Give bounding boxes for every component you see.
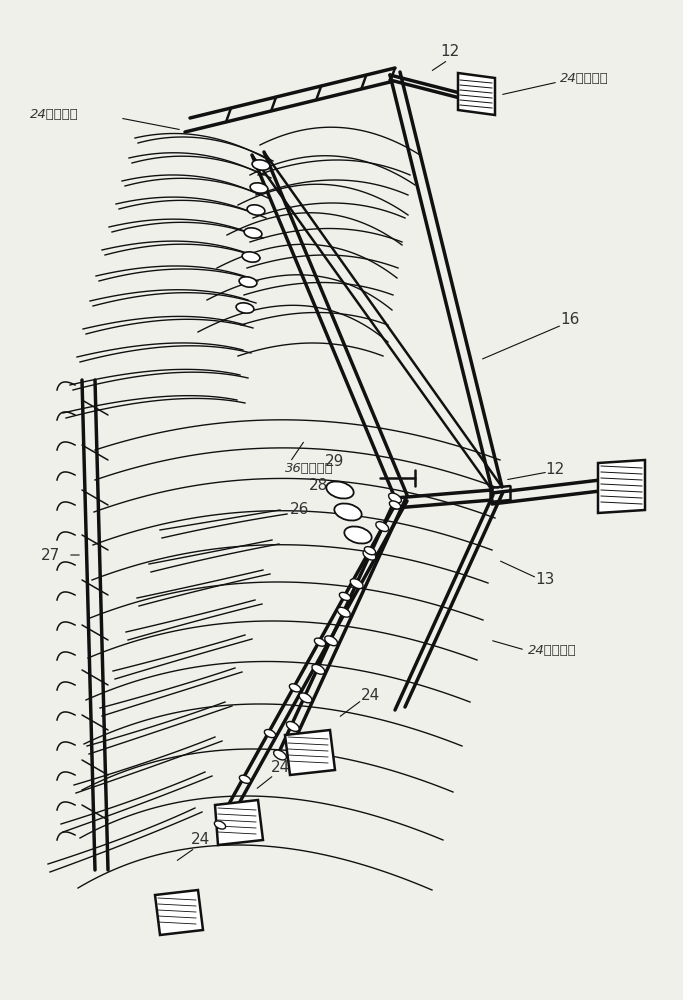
Text: 24（典型）: 24（典型） (560, 72, 609, 85)
Ellipse shape (244, 228, 262, 238)
Ellipse shape (389, 493, 402, 503)
Ellipse shape (264, 730, 276, 738)
Ellipse shape (324, 636, 337, 646)
Ellipse shape (334, 503, 362, 521)
Text: 24: 24 (270, 760, 290, 776)
Ellipse shape (247, 205, 265, 215)
Text: 36（典型）: 36（典型） (285, 462, 334, 475)
Text: 16: 16 (560, 312, 580, 328)
Text: 24（典型）: 24（典型） (30, 108, 79, 121)
Text: 24（典型）: 24（典型） (528, 644, 576, 656)
Polygon shape (598, 460, 645, 513)
Text: 26: 26 (290, 502, 309, 518)
Text: 29: 29 (325, 454, 345, 470)
Polygon shape (155, 890, 203, 935)
Ellipse shape (250, 183, 268, 193)
Ellipse shape (286, 722, 299, 731)
Ellipse shape (312, 664, 324, 674)
Ellipse shape (242, 252, 260, 262)
Ellipse shape (376, 522, 389, 531)
Text: 13: 13 (535, 572, 555, 587)
Ellipse shape (389, 501, 401, 509)
Ellipse shape (290, 684, 301, 692)
Text: 12: 12 (441, 44, 460, 60)
Ellipse shape (337, 607, 350, 617)
Text: 24: 24 (191, 832, 210, 848)
Ellipse shape (339, 592, 350, 600)
Ellipse shape (239, 277, 257, 287)
Ellipse shape (314, 638, 326, 646)
Polygon shape (285, 730, 335, 775)
Ellipse shape (274, 750, 286, 760)
Ellipse shape (239, 775, 251, 783)
Ellipse shape (344, 526, 372, 544)
Text: 28: 28 (309, 478, 328, 492)
Text: 12: 12 (545, 462, 565, 478)
Ellipse shape (299, 693, 312, 703)
Text: 24: 24 (361, 688, 380, 702)
Ellipse shape (214, 821, 225, 829)
Ellipse shape (363, 550, 376, 560)
Ellipse shape (252, 160, 270, 170)
Ellipse shape (236, 303, 254, 313)
Text: 27: 27 (40, 548, 59, 562)
Polygon shape (458, 73, 495, 115)
Ellipse shape (350, 579, 363, 589)
Ellipse shape (326, 481, 354, 499)
Polygon shape (215, 800, 263, 845)
Ellipse shape (364, 547, 376, 555)
